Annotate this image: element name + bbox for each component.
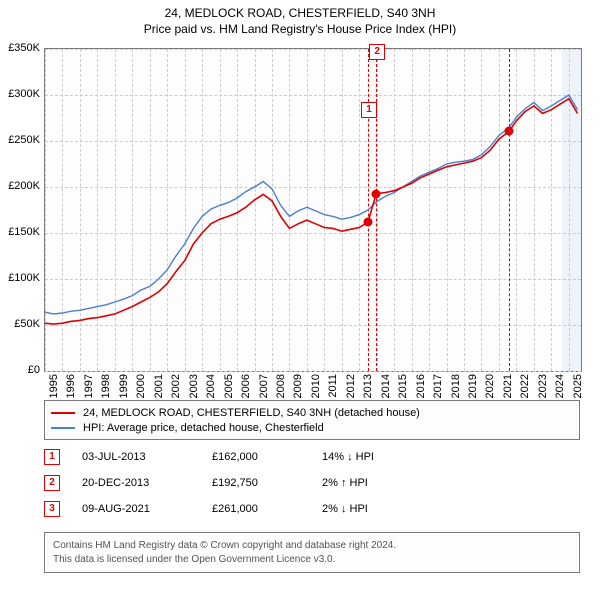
series-red <box>45 99 578 324</box>
x-axis-tick: 2020 <box>484 374 496 398</box>
x-axis-tick: 2009 <box>292 374 304 398</box>
x-axis-tick: 2008 <box>275 374 287 398</box>
x-axis-tick: 2012 <box>345 374 357 398</box>
x-axis-tick: 2023 <box>537 374 549 398</box>
legend-swatch-series2 <box>51 427 75 429</box>
sale-marker-badge: 1 <box>361 102 377 118</box>
x-axis-tick: 2015 <box>397 374 409 398</box>
x-axis-tick: 2021 <box>502 374 514 398</box>
sales-table: 1 03-JUL-2013£162,00014% ↓ HPI 2 20-DEC-201… <box>44 444 580 522</box>
footer-line1: Contains HM Land Registry data © Crown c… <box>53 539 571 553</box>
x-axis-tick: 2003 <box>188 374 200 398</box>
y-axis-tick: £50K <box>2 318 40 330</box>
chart-title-line1: 24, MEDLOCK ROAD, CHESTERFIELD, S40 3NH <box>0 6 600 20</box>
sale-date: 03-JUL-2013 <box>82 451 212 463</box>
y-axis-tick: £200K <box>2 180 40 192</box>
y-axis-tick: £250K <box>2 134 40 146</box>
x-axis-tick: 2018 <box>450 374 462 398</box>
sale-date: 20-DEC-2013 <box>82 477 212 489</box>
sale-marker-dot <box>372 189 381 198</box>
x-axis-tick: 2025 <box>572 374 584 398</box>
x-axis-tick: 2019 <box>467 374 479 398</box>
x-axis-tick: 2004 <box>205 374 217 398</box>
x-axis-tick: 2006 <box>240 374 252 398</box>
sale-delta: 2% ↓ HPI <box>322 503 442 515</box>
legend-label-series2: HPI: Average price, detached house, Ches… <box>83 422 324 434</box>
x-axis-tick: 1997 <box>83 374 95 398</box>
legend-label-series1: 24, MEDLOCK ROAD, CHESTERFIELD, S40 3NH … <box>83 407 420 419</box>
y-axis-tick: £150K <box>2 226 40 238</box>
x-axis-tick: 2007 <box>258 374 270 398</box>
sale-badge: 1 <box>44 449 60 465</box>
x-axis-tick: 1996 <box>65 374 77 398</box>
x-axis-tick: 1995 <box>48 374 60 398</box>
y-axis-tick: £350K <box>2 42 40 54</box>
chart-plot-area: 123 <box>44 48 582 372</box>
series-blue <box>45 95 578 314</box>
x-axis-tick: 2010 <box>310 374 322 398</box>
x-axis-tick: 2022 <box>519 374 531 398</box>
sale-marker-badge: 2 <box>369 44 385 60</box>
y-axis-tick: £300K <box>2 88 40 100</box>
sale-badge: 2 <box>44 475 60 491</box>
sale-marker-dot <box>363 217 372 226</box>
sale-price: £162,000 <box>212 451 322 463</box>
y-axis-tick: £0 <box>2 364 40 376</box>
x-axis-tick: 2000 <box>135 374 147 398</box>
x-axis-tick: 2014 <box>380 374 392 398</box>
x-axis-tick: 2016 <box>415 374 427 398</box>
table-row: 1 03-JUL-2013£162,00014% ↓ HPI <box>44 444 580 470</box>
y-axis-tick: £100K <box>2 272 40 284</box>
sale-price: £261,000 <box>212 503 322 515</box>
sale-delta: 2% ↑ HPI <box>322 477 442 489</box>
sale-delta: 14% ↓ HPI <box>322 451 442 463</box>
table-row: 2 20-DEC-2013£192,7502% ↑ HPI <box>44 470 580 496</box>
x-axis-tick: 2005 <box>223 374 235 398</box>
sale-marker-dot <box>505 126 514 135</box>
x-axis-tick: 2013 <box>362 374 374 398</box>
sale-badge: 3 <box>44 501 60 517</box>
x-axis-tick: 2024 <box>554 374 566 398</box>
chart-title-line2: Price paid vs. HM Land Registry's House … <box>0 22 600 36</box>
legend-swatch-series1 <box>51 412 75 414</box>
footer-line2: This data is licensed under the Open Gov… <box>53 553 571 567</box>
x-axis-tick: 2001 <box>153 374 165 398</box>
x-axis-tick: 2002 <box>170 374 182 398</box>
sale-price: £192,750 <box>212 477 322 489</box>
x-axis-tick: 2011 <box>327 374 339 398</box>
x-axis-tick: 1999 <box>118 374 130 398</box>
x-axis-tick: 2017 <box>432 374 444 398</box>
attribution-footer: Contains HM Land Registry data © Crown c… <box>44 532 580 573</box>
table-row: 3 09-AUG-2021£261,0002% ↓ HPI <box>44 496 580 522</box>
sale-date: 09-AUG-2021 <box>82 503 212 515</box>
chart-legend: 24, MEDLOCK ROAD, CHESTERFIELD, S40 3NH … <box>44 400 580 440</box>
x-axis-tick: 1998 <box>100 374 112 398</box>
